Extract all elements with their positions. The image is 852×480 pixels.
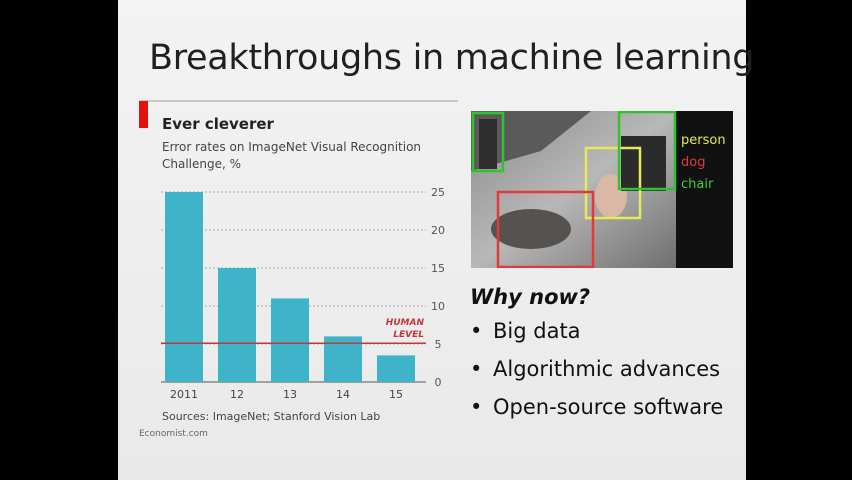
y-tick-label: 5 xyxy=(435,338,442,351)
bar xyxy=(271,298,309,382)
photo-wall xyxy=(471,111,591,171)
person-shape xyxy=(479,119,497,169)
box-chair xyxy=(617,111,677,191)
bullet-icon: • xyxy=(470,395,483,419)
chair-shape xyxy=(621,136,666,191)
object-detection-image: person dog chair xyxy=(471,111,733,268)
bar xyxy=(165,192,203,382)
y-tick-label: 10 xyxy=(431,300,445,313)
list-item: • Open-source software xyxy=(470,393,723,431)
economist-credit: Economist.com xyxy=(139,429,208,439)
bullet-icon: • xyxy=(470,319,483,343)
y-tick-label: 15 xyxy=(431,262,445,275)
label-chair: chair xyxy=(681,177,714,192)
why-now-heading: Why now? xyxy=(470,285,591,309)
label-person: person xyxy=(681,133,726,148)
x-tick-label: 15 xyxy=(389,388,403,401)
chart-source: Sources: ImageNet; Stanford Vision Lab xyxy=(162,410,381,423)
y-tick-label: 20 xyxy=(431,224,445,237)
chart-title: Ever cleverer xyxy=(162,115,274,133)
error-rate-bar-chart: 0 5 10 15 20 25 2011 12 13 14 15 HUMAN LEVEL xyxy=(161,186,445,401)
x-tick-label: 14 xyxy=(336,388,350,401)
bar xyxy=(377,355,415,382)
reasons-list: • Big data • Algorithmic advances • Open-so… xyxy=(470,317,723,431)
bullet-text: Algorithmic advances xyxy=(493,357,721,381)
box-dog xyxy=(496,190,595,268)
dog-shape xyxy=(491,209,571,249)
x-tick-label: 12 xyxy=(230,388,244,401)
chart-top-rule xyxy=(139,100,458,102)
box-person-left xyxy=(471,111,505,173)
label-dog: dog xyxy=(681,155,705,170)
y-tick-label: 0 xyxy=(435,376,442,389)
chart-subtitle: Error rates on ImageNet Visual Recogniti… xyxy=(162,140,422,171)
bar xyxy=(218,268,256,382)
x-tick-label: 2011 xyxy=(170,388,198,401)
economist-red-tab xyxy=(139,101,148,128)
x-tick-label: 13 xyxy=(283,388,297,401)
slide-title: Breakthroughs in machine learning xyxy=(149,38,755,78)
y-tick-label: 25 xyxy=(431,186,445,199)
bullet-icon: • xyxy=(470,357,483,381)
photo-dark-panel xyxy=(676,111,733,268)
bullet-text: Open-source software xyxy=(493,395,724,419)
box-person-child xyxy=(584,146,642,220)
bar xyxy=(324,336,362,382)
human-level-label: HUMAN xyxy=(386,318,425,328)
human-level-label: LEVEL xyxy=(393,330,424,340)
bullet-text: Big data xyxy=(493,319,581,343)
list-item: • Big data xyxy=(470,317,723,355)
list-item: • Algorithmic advances xyxy=(470,355,723,393)
